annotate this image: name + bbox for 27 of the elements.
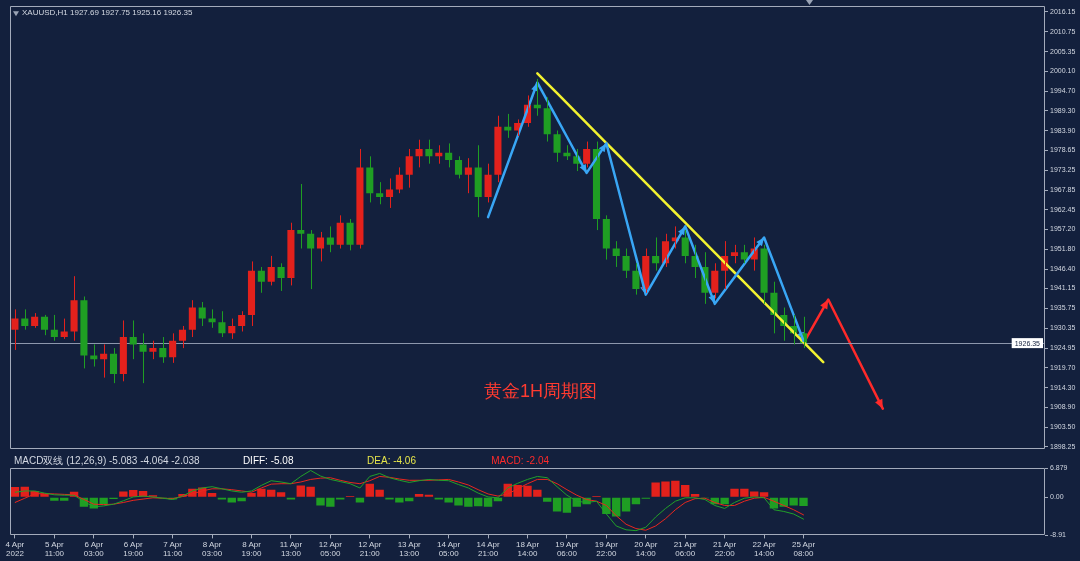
x-tick-label: 8 Apr 03:00 [202, 540, 223, 558]
x-tick-label: 21 Apr 06:00 [673, 540, 698, 558]
x-tick-label: 12 Apr 21:00 [358, 540, 382, 558]
x-tick-label: 7 Apr 11:00 [162, 540, 183, 558]
annotation: 黄金1H周期图 [484, 381, 598, 402]
x-tick-label: 22 Apr 14:00 [752, 540, 776, 558]
x-tick-label: 20 Apr 14:00 [634, 540, 658, 558]
x-tick-label: 13 Apr 13:00 [397, 540, 422, 558]
x-tick-label: 14 Apr 21:00 [476, 540, 500, 558]
text: DIFF: -5.08 [242, 455, 294, 467]
x-tick-label: 6 Apr 03:00 [83, 540, 105, 558]
x-tick-label: 14 Apr 05:00 [437, 540, 461, 558]
chart-title: MACD双线 (12,26,9) -5.083 -4.064 -2.038 [14, 454, 201, 466]
x-tick-label: 4 Apr 2022 [5, 540, 25, 558]
text: DEA: -4.06 [367, 455, 417, 467]
x-tick-label: 8 Apr 19:00 [241, 540, 263, 558]
x-tick-label: 11 Apr 13:00 [279, 540, 303, 558]
chart-title: XAUUSD,H1 1927.69 1927.75 1925.16 1926.35 [22, 8, 193, 18]
x-tick-label: 21 Apr 22:00 [713, 540, 737, 558]
x-tick-label: 5 Apr 11:00 [44, 540, 65, 558]
x-tick-label: 6 Apr 19:00 [123, 540, 144, 558]
x-tick-label: 18 Apr 14:00 [515, 540, 540, 558]
x-tick-label: 25 Apr 08:00 [791, 540, 816, 558]
x-tick-label: 19 Apr 22:00 [594, 540, 619, 558]
x-tick-label: 12 Apr 05:00 [318, 540, 343, 558]
text: MACD: -2.04 [491, 455, 550, 467]
x-tick-label: 19 Apr 06:00 [555, 540, 579, 558]
